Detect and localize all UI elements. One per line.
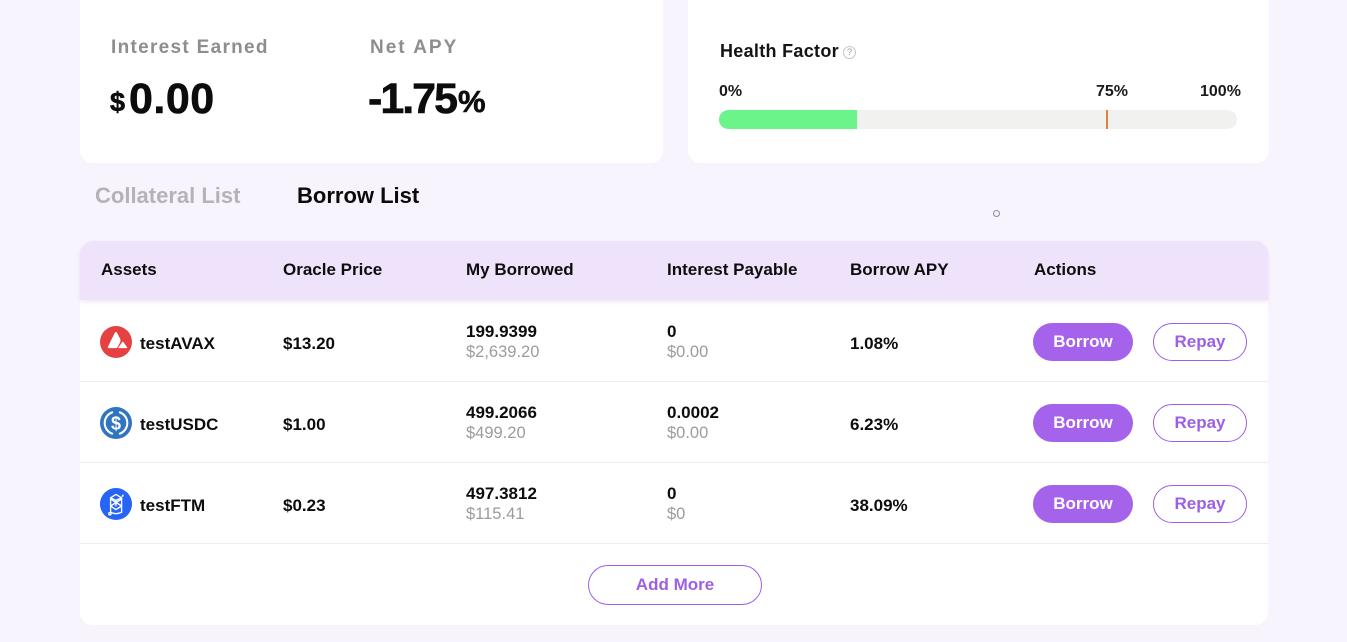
svg-text:$: $ bbox=[111, 414, 121, 434]
